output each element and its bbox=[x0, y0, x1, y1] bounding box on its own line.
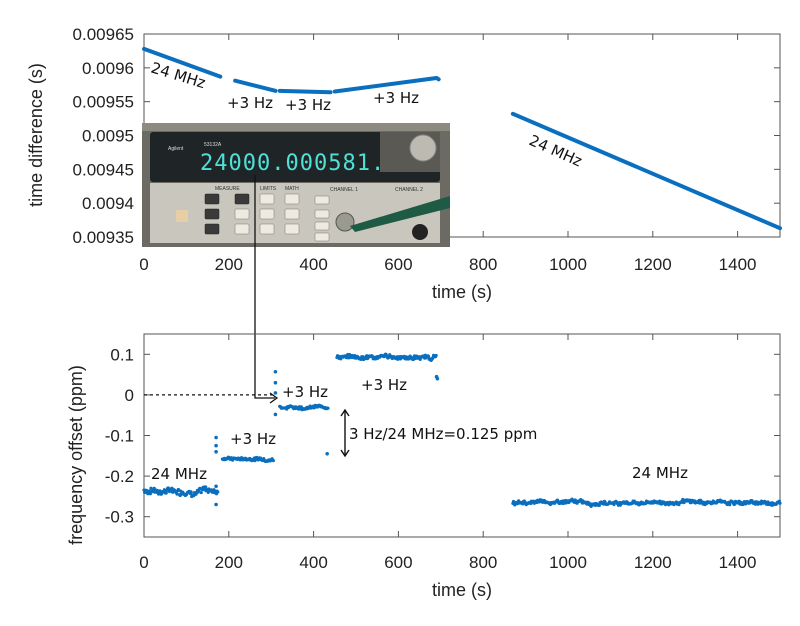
series-line bbox=[142, 46, 223, 79]
series-line bbox=[510, 111, 782, 231]
top-y-axis-label: time difference (s) bbox=[26, 63, 46, 207]
outlier-point bbox=[214, 484, 218, 489]
counter-section-channel1: CHANNEL 1 bbox=[330, 187, 358, 193]
data-point bbox=[158, 489, 162, 493]
y-tick-label: 0.0096 bbox=[82, 59, 134, 78]
x-tick-label: 200 bbox=[215, 553, 243, 572]
x-tick-label: 600 bbox=[384, 553, 412, 572]
data-point bbox=[175, 492, 179, 496]
bottom-annotation-24mhz-1: 24 MHz bbox=[151, 465, 207, 483]
counter-brand: Agilent bbox=[168, 146, 184, 152]
x-tick-label: 1400 bbox=[719, 255, 757, 274]
bottom-plot: 0 200 400 600 800 1000 1200 1400 0.1 0 -0.1 -0.2 -0… bbox=[66, 333, 782, 600]
outlier-point bbox=[273, 369, 278, 374]
counter-section-measure: MEASURE bbox=[215, 186, 240, 192]
data-point bbox=[216, 490, 220, 494]
top-annotation-3hz-1: +3 Hz bbox=[227, 94, 273, 112]
data-point bbox=[189, 490, 193, 494]
outlier-point bbox=[214, 502, 218, 507]
counter-section-channel2: CHANNEL 2 bbox=[395, 187, 423, 193]
top-x-ticks: 0 200 400 600 800 1000 1200 1400 bbox=[139, 34, 757, 274]
data-point bbox=[728, 503, 732, 507]
data-point bbox=[199, 490, 203, 495]
data-point bbox=[597, 503, 601, 507]
top-series bbox=[142, 46, 782, 231]
y-tick-label: 0.0095 bbox=[82, 127, 134, 146]
series-line bbox=[277, 88, 333, 95]
bottom-x-axis-label: time (s) bbox=[432, 580, 492, 600]
top-annotation-3hz-3: +3 Hz bbox=[373, 89, 419, 107]
bottom-annotation-24mhz-2: 24 MHz bbox=[632, 464, 688, 482]
y-tick-label: -0.1 bbox=[105, 427, 134, 446]
outlier-point bbox=[214, 449, 218, 454]
data-point bbox=[434, 353, 438, 358]
x-tick-label: 1000 bbox=[549, 255, 587, 274]
y-tick-label: 0.00935 bbox=[73, 228, 134, 247]
x-tick-label: 0 bbox=[139, 255, 148, 274]
data-point bbox=[326, 406, 330, 410]
counter-section-limits: LIMITS bbox=[260, 186, 277, 192]
outlier-point bbox=[214, 435, 218, 440]
bottom-y-axis-label: frequency offset (ppm) bbox=[66, 365, 86, 545]
data-point bbox=[149, 486, 153, 490]
bottom-points bbox=[142, 352, 782, 508]
data-point bbox=[418, 357, 422, 362]
series-line bbox=[233, 78, 278, 93]
bottom-annotation-3hz-1: +3 Hz bbox=[230, 430, 276, 448]
bottom-y-ticks: 0.1 0 -0.1 -0.2 -0.3 bbox=[105, 345, 780, 527]
y-tick-label: 0.00945 bbox=[73, 160, 134, 179]
x-tick-label: 1200 bbox=[634, 553, 672, 572]
series-line bbox=[332, 75, 441, 94]
x-tick-label: 1000 bbox=[549, 553, 587, 572]
outlier-point bbox=[325, 451, 329, 456]
data-point bbox=[271, 459, 275, 463]
x-tick-label: 0 bbox=[139, 553, 148, 572]
top-x-axis-label: time (s) bbox=[432, 282, 492, 302]
outlier-point bbox=[435, 376, 440, 381]
outlier-point bbox=[273, 412, 278, 417]
top-annotation-24mhz-2: 24 MHz bbox=[526, 131, 585, 170]
y-tick-label: 0.0094 bbox=[82, 194, 134, 213]
pointer-arrow bbox=[254, 175, 279, 404]
top-y-ticks: 0.00965 0.0096 0.00955 0.0095 0.00945 0.0094 0… bbox=[73, 25, 780, 247]
y-tick-label: 0.1 bbox=[110, 345, 134, 364]
x-tick-label: 800 bbox=[469, 255, 497, 274]
step-size-note: 3 Hz/24 MHz=0.125 ppm bbox=[349, 425, 537, 443]
x-tick-label: 800 bbox=[469, 553, 497, 572]
x-tick-label: 400 bbox=[299, 553, 327, 572]
outlier-point bbox=[273, 380, 278, 385]
x-tick-label: 400 bbox=[299, 255, 327, 274]
y-tick-label: 0 bbox=[125, 386, 134, 405]
data-point bbox=[253, 458, 257, 463]
y-tick-label: 0.00965 bbox=[73, 25, 134, 44]
top-annotation-24mhz-1: 24 MHz bbox=[149, 59, 208, 93]
bottom-x-ticks: 0 200 400 600 800 1000 1200 1400 bbox=[139, 334, 757, 572]
counter-model: 53132A bbox=[204, 142, 222, 148]
data-point bbox=[204, 485, 208, 489]
data-point bbox=[778, 501, 782, 505]
x-tick-label: 1200 bbox=[634, 255, 672, 274]
x-tick-label: 200 bbox=[215, 255, 243, 274]
x-tick-label: 1400 bbox=[719, 553, 757, 572]
top-annotation-3hz-2: +3 Hz bbox=[285, 96, 331, 114]
counter-power-button bbox=[176, 210, 188, 222]
step-size-arrow bbox=[340, 408, 350, 458]
frequency-counter-photo: Agilent 53132A 24000.000581.3 MEASURE LI… bbox=[142, 123, 450, 247]
outlier-point bbox=[273, 391, 278, 395]
y-tick-label: 0.00955 bbox=[73, 93, 134, 112]
y-tick-label: -0.3 bbox=[105, 508, 134, 527]
data-point bbox=[164, 491, 168, 495]
x-tick-label: 600 bbox=[384, 255, 412, 274]
bottom-annotation-3hz-2: +3 Hz bbox=[282, 383, 328, 401]
outlier-point bbox=[214, 443, 218, 448]
y-tick-label: -0.2 bbox=[105, 467, 134, 486]
bottom-annotation-3hz-3: +3 Hz bbox=[361, 376, 407, 394]
counter-display: 24000.000581.3 bbox=[200, 151, 399, 176]
counter-section-math: MATH bbox=[285, 186, 299, 192]
